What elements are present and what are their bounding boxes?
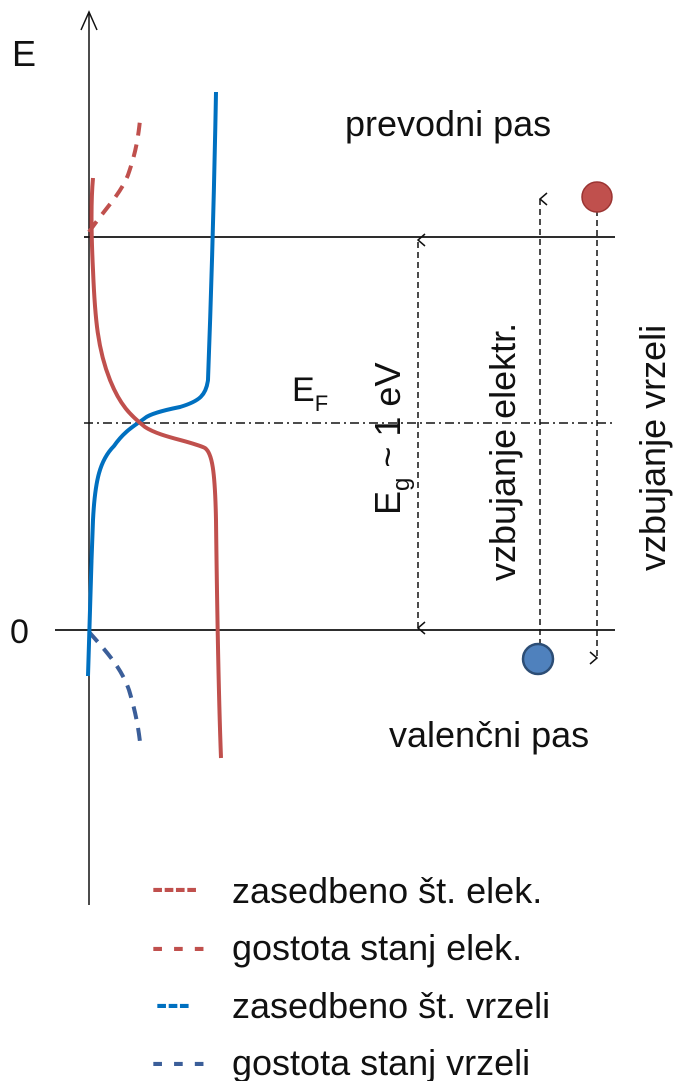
legend-swatch-hole-dos: - - - (152, 1043, 205, 1081)
legend: ---- zasedbeno št. elek. - - - gostota s… (152, 869, 550, 1081)
legend-label-electron-dos: gostota stanj elek. (232, 927, 522, 968)
fermi-level-label: EF (292, 371, 328, 416)
legend-label-electron-occupation: zasedbeno št. elek. (232, 870, 542, 911)
hole-dot (521, 642, 555, 676)
hole-excitation-label: vzbujanje vrzeli (632, 325, 673, 571)
hole-occupation-curve (86, 91, 218, 677)
legend-label-hole-occupation: zasedbeno št. vrzeli (232, 985, 550, 1026)
band-gap-subscript: g (388, 478, 415, 491)
electron-occupation-curve (89, 177, 223, 759)
legend-swatch-electron-occupation: ---- (152, 869, 197, 907)
valence-band-label: valenčni pas (389, 714, 589, 755)
energy-axis-label: E (12, 33, 36, 74)
legend-swatch-hole-occupation: --- (156, 985, 190, 1023)
zero-energy-label: 0 (10, 613, 29, 651)
hole-density-of-states-curve (87, 630, 142, 743)
fermi-level-subscript: F (315, 391, 328, 416)
energy-axis-arrowhead (80, 10, 98, 31)
electron-density-of-states-curve (87, 119, 142, 234)
band-gap-label: Eg ~ 1 eV (367, 363, 415, 515)
legend-swatch-electron-dos: - - - (152, 928, 205, 966)
legend-label-hole-dos: gostota stanj vrzeli (232, 1042, 530, 1081)
conduction-band-label: prevodni pas (345, 103, 551, 144)
electron-dot (581, 181, 613, 213)
electron-excitation-label: vzbujanje elektr. (482, 323, 523, 581)
